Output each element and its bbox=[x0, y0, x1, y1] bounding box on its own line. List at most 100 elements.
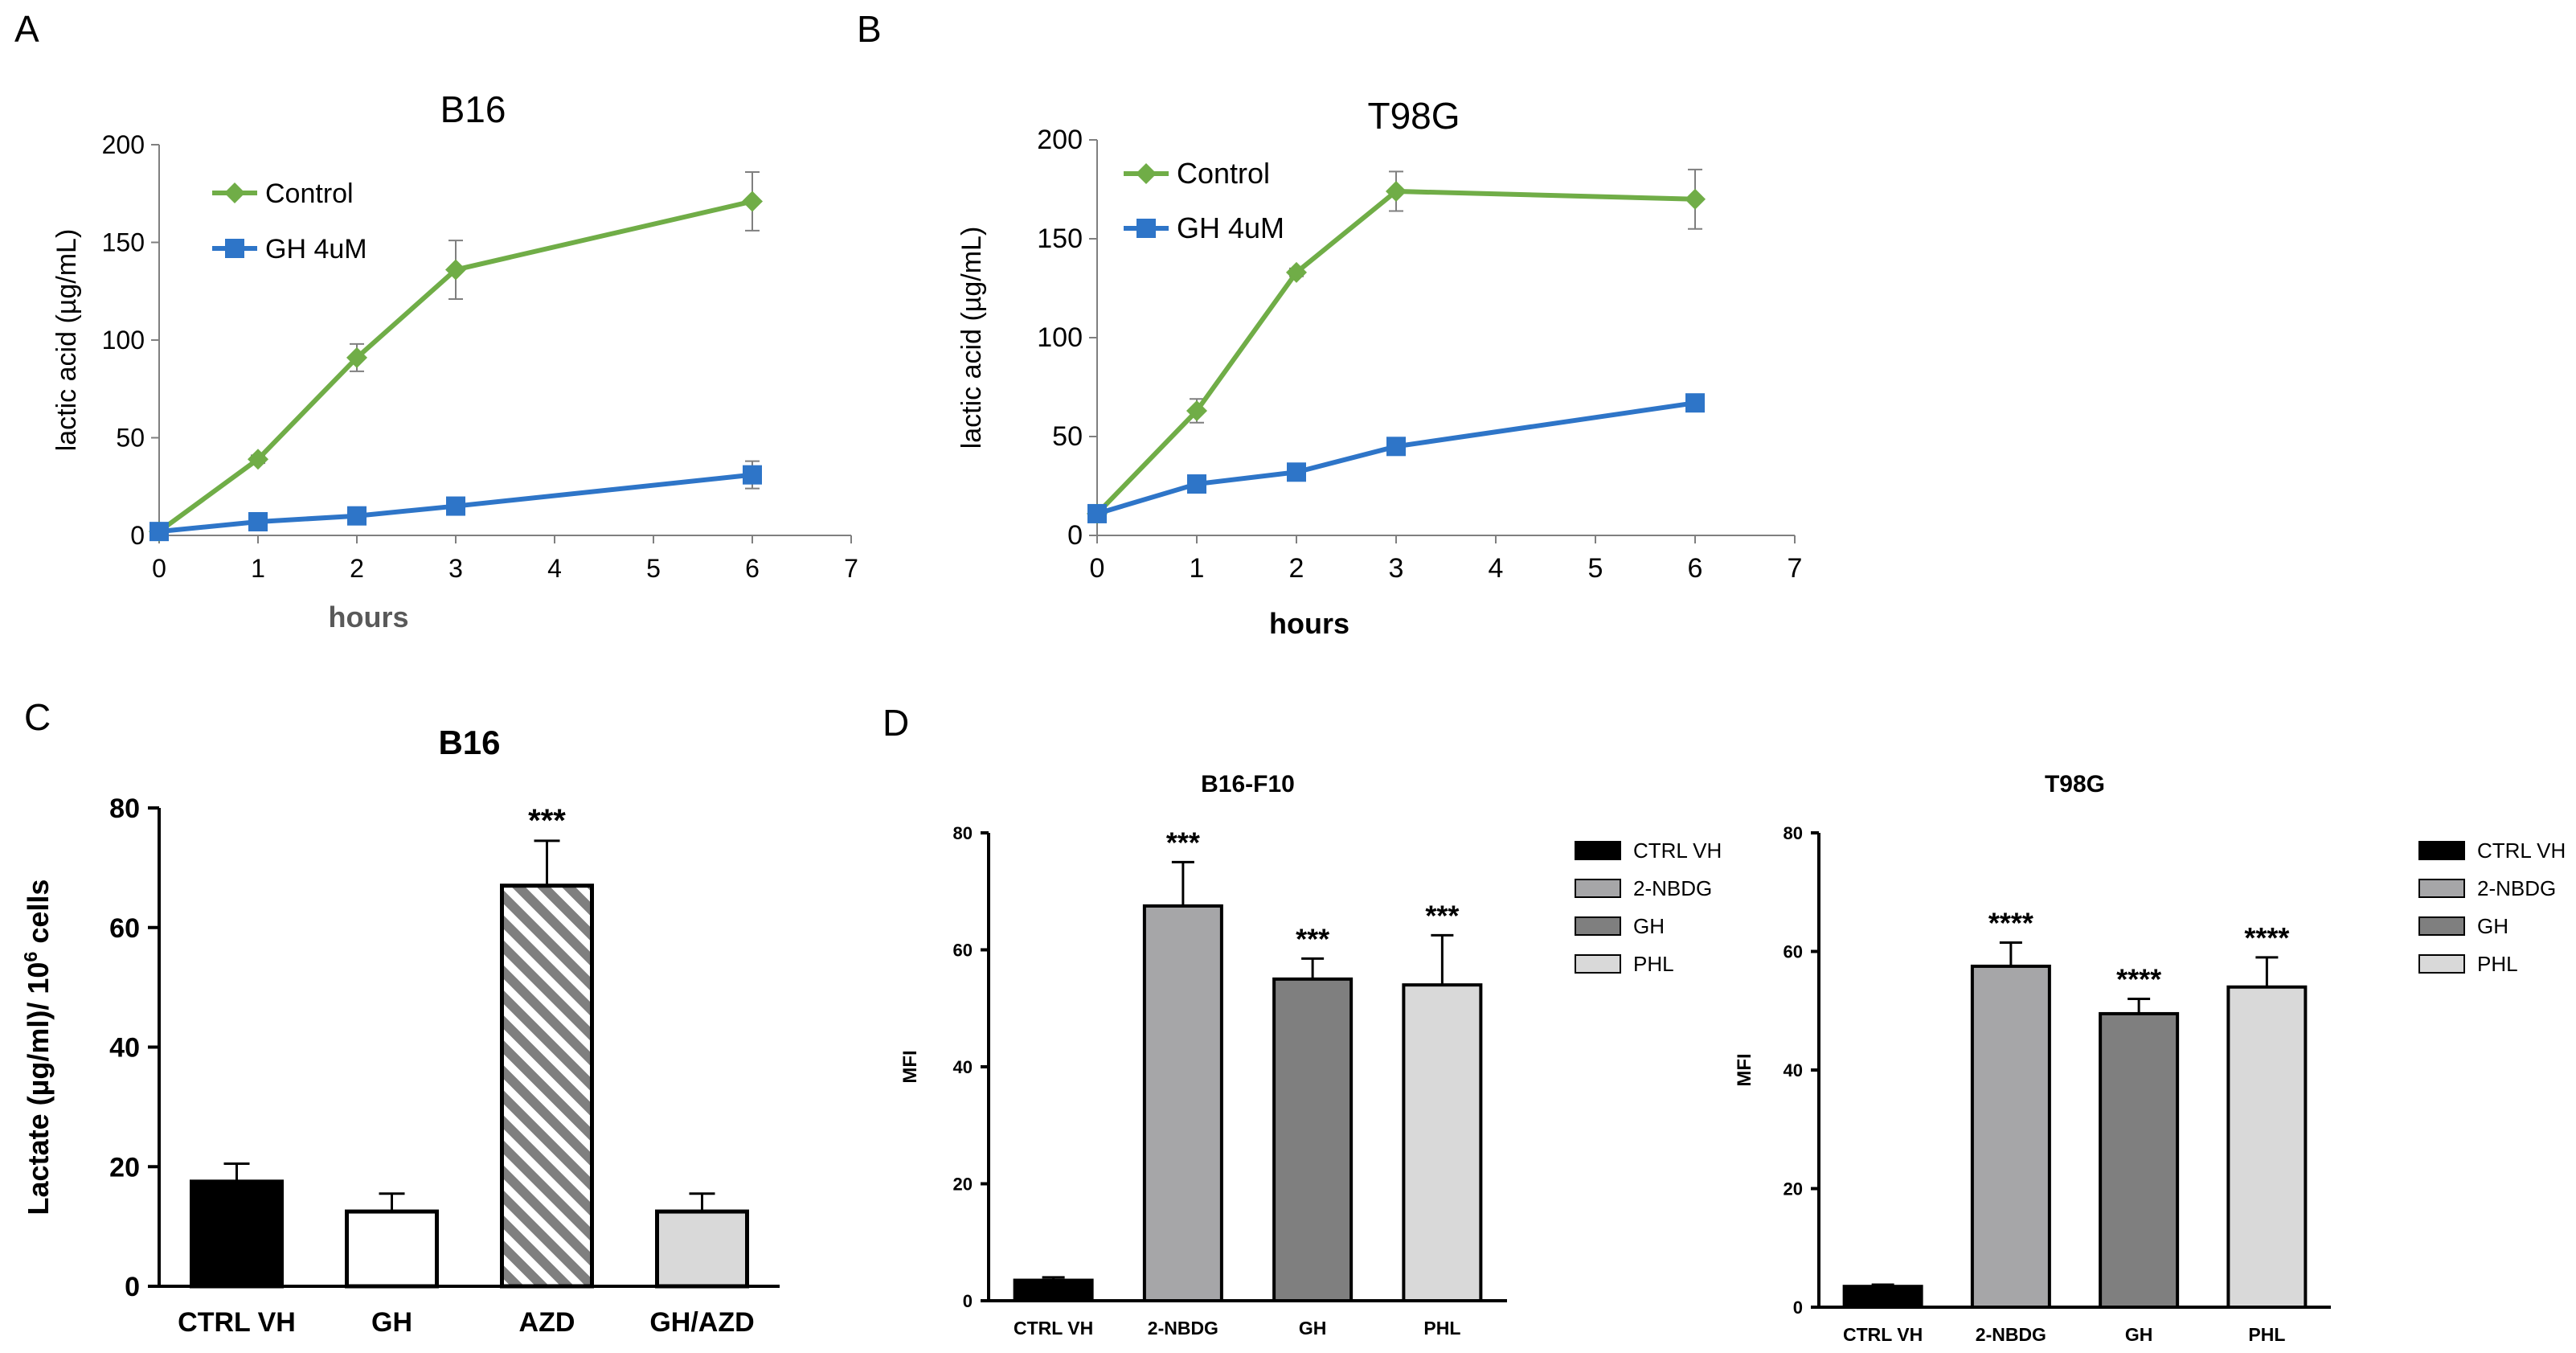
significance-annotation: *** bbox=[528, 803, 566, 838]
bar bbox=[1142, 904, 1223, 1302]
y-tick-label: 100 bbox=[102, 326, 145, 355]
legend-swatch bbox=[1575, 879, 1621, 898]
y-tick-label: 40 bbox=[109, 1033, 140, 1064]
legend-swatch bbox=[1575, 954, 1621, 974]
y-axis-label: Lactate (µg/ml)/ 106 cells bbox=[20, 879, 55, 1216]
y-tick-label: 80 bbox=[1784, 823, 1803, 843]
data-point bbox=[1087, 503, 1107, 523]
x-tick-label: GH bbox=[1299, 1318, 1327, 1339]
chart-title: B16 bbox=[440, 88, 506, 130]
bar bbox=[345, 1209, 439, 1289]
panel-letter-b: B bbox=[857, 8, 882, 50]
x-tick-label: 0 bbox=[152, 554, 166, 583]
y-tick-label: 0 bbox=[1067, 520, 1083, 551]
y-tick-label: 50 bbox=[116, 424, 145, 453]
x-tick-label: 4 bbox=[547, 554, 562, 583]
x-tick-label: 4 bbox=[1489, 553, 1504, 584]
x-tick-label: GH bbox=[371, 1307, 412, 1338]
panel-letter-a: A bbox=[14, 8, 39, 50]
x-tick-label: PHL bbox=[2248, 1324, 2285, 1345]
bar-chart-mfi-b16-f10: B16-F10 0 20 40 60 80 MFI CTRL VH 2-NBDG *** GH ***… bbox=[899, 771, 1722, 1339]
data-point bbox=[1386, 180, 1407, 202]
bar bbox=[1013, 1278, 1094, 1302]
legend-swatch bbox=[2418, 916, 2465, 936]
data-point bbox=[1287, 462, 1306, 482]
x-tick-label: CTRL VH bbox=[1843, 1324, 1923, 1345]
x-tick-label: 7 bbox=[1788, 553, 1803, 584]
bar bbox=[2226, 985, 2308, 1309]
x-tick-label: CTRL VH bbox=[1014, 1318, 1093, 1339]
x-tick-label: CTRL VH bbox=[178, 1307, 296, 1338]
x-tick-label: 2-NBDG bbox=[1976, 1324, 2046, 1345]
data-point bbox=[248, 449, 268, 470]
y-tick-label: 60 bbox=[109, 913, 140, 944]
significance-annotation: *** bbox=[1166, 826, 1200, 859]
legend-swatch bbox=[1575, 841, 1621, 860]
x-tick-label: 7 bbox=[844, 554, 858, 583]
legend-swatch bbox=[2418, 879, 2465, 898]
y-tick-label: 100 bbox=[1037, 322, 1083, 353]
panel-letter-d: D bbox=[883, 702, 909, 744]
chart-title: B16 bbox=[438, 724, 500, 761]
x-tick-label: AZD bbox=[519, 1307, 575, 1338]
y-axis-label-superscript: 6 bbox=[20, 952, 41, 962]
bar bbox=[500, 884, 594, 1289]
y-tick-label: 150 bbox=[1037, 223, 1083, 254]
x-tick-label: 1 bbox=[251, 554, 265, 583]
legend-label: GH 4uM bbox=[265, 234, 367, 264]
data-point bbox=[1685, 393, 1705, 413]
legend-label: CTRL VH bbox=[2477, 838, 2566, 863]
significance-annotation: *** bbox=[1296, 922, 1329, 955]
legend-marker bbox=[1136, 219, 1156, 238]
legend-label: PHL bbox=[1633, 952, 1674, 976]
x-axis-label: hours bbox=[1269, 607, 1349, 640]
y-tick-label: 20 bbox=[109, 1152, 140, 1183]
bar bbox=[1842, 1285, 1923, 1309]
legend-label: 2-NBDG bbox=[2477, 876, 2556, 900]
y-tick-label: 60 bbox=[953, 940, 973, 960]
bar bbox=[655, 1209, 749, 1289]
y-tick-label: 40 bbox=[1784, 1060, 1803, 1080]
bar bbox=[2099, 1011, 2180, 1309]
x-tick-label: 3 bbox=[448, 554, 463, 583]
data-point bbox=[1685, 188, 1706, 210]
x-axis-label: hours bbox=[328, 601, 408, 633]
y-tick-label: 0 bbox=[130, 521, 145, 550]
x-tick-label: 6 bbox=[1688, 553, 1703, 584]
x-tick-label: 3 bbox=[1389, 553, 1404, 584]
y-tick-label: 150 bbox=[102, 228, 145, 257]
y-tick-label: 80 bbox=[953, 823, 973, 843]
data-point bbox=[446, 496, 465, 516]
legend-marker bbox=[1136, 163, 1157, 184]
y-axis-label: MFI bbox=[1734, 1053, 1755, 1086]
legend-label: 2-NBDG bbox=[1633, 876, 1712, 900]
data-point bbox=[347, 506, 367, 526]
y-tick-label: 40 bbox=[953, 1057, 973, 1077]
x-tick-label: 5 bbox=[1588, 553, 1603, 584]
y-tick-label: 200 bbox=[102, 130, 145, 159]
y-tick-label: 200 bbox=[1037, 125, 1083, 155]
data-point bbox=[1286, 261, 1307, 283]
y-tick-label: 50 bbox=[1052, 421, 1083, 452]
chart-title: T98G bbox=[1367, 95, 1460, 137]
data-point bbox=[149, 522, 169, 542]
y-axis-label-tail: cells bbox=[22, 879, 55, 952]
x-tick-label: GH bbox=[2125, 1324, 2153, 1345]
legend-swatch bbox=[2418, 954, 2465, 974]
chart-title: T98G bbox=[2045, 771, 2105, 797]
data-point bbox=[248, 511, 268, 531]
y-axis-label-main: Lactate (µg/ml)/ 10 bbox=[22, 962, 55, 1216]
y-tick-label: 20 bbox=[1784, 1179, 1803, 1199]
significance-annotation: *** bbox=[1425, 899, 1459, 932]
legend-label: GH bbox=[1633, 914, 1665, 938]
data-point bbox=[743, 465, 762, 485]
significance-annotation: **** bbox=[1988, 906, 2033, 939]
data-point bbox=[346, 346, 367, 368]
x-tick-label: 0 bbox=[1090, 553, 1105, 584]
y-axis-label: lactic acid (µg/mL) bbox=[51, 229, 82, 452]
y-tick-label: 0 bbox=[963, 1291, 973, 1311]
bar bbox=[190, 1179, 284, 1289]
bar-chart-lactate-b16: B16 0 20 40 60 80 Lactate (µg/ml)/ 106 cells CT… bbox=[20, 724, 780, 1338]
data-point bbox=[1187, 474, 1206, 494]
y-tick-label: 0 bbox=[125, 1272, 140, 1302]
